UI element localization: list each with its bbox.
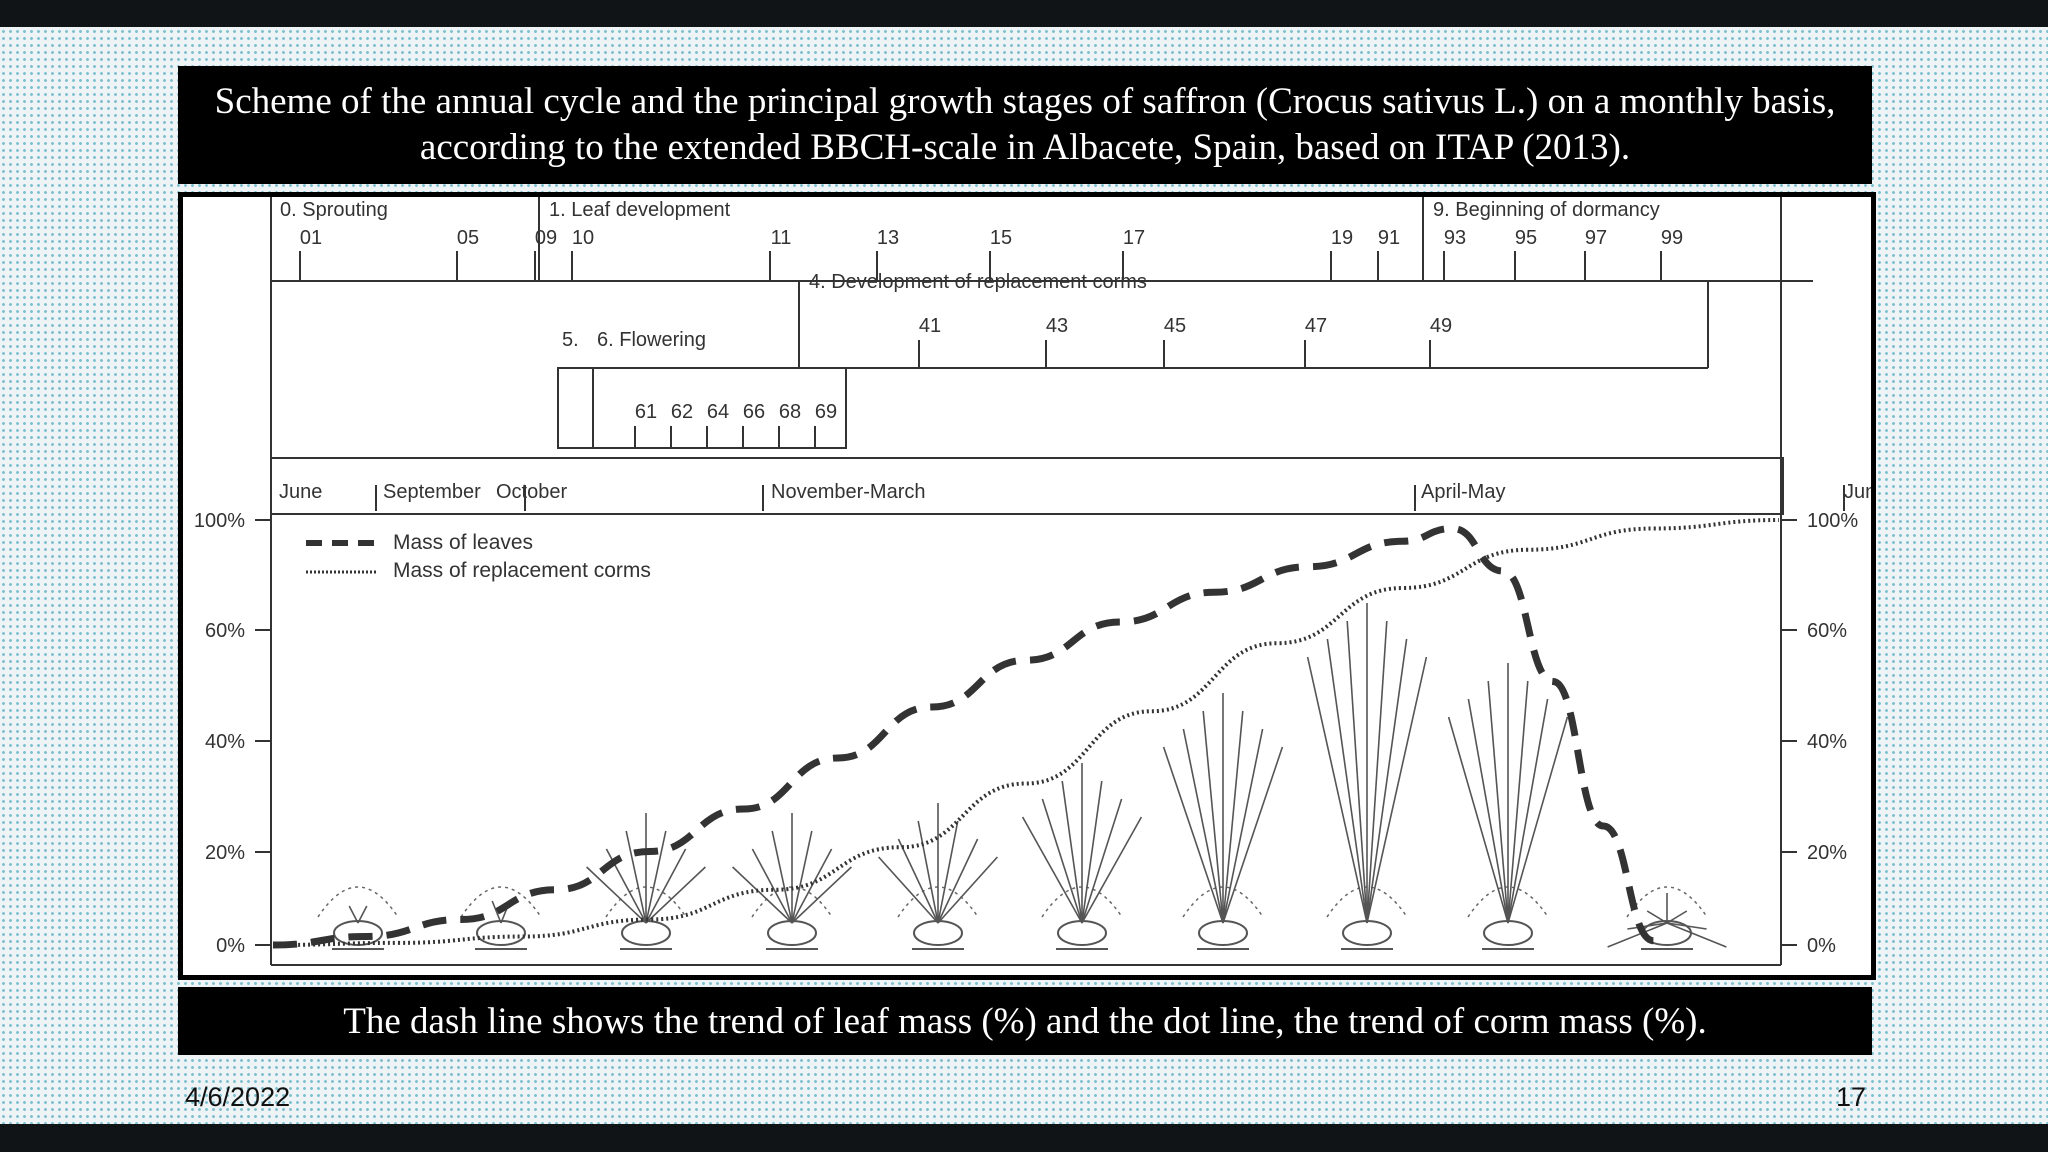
y-tick-left-2: 40%	[205, 731, 245, 753]
y-tick-left-0: 100%	[194, 510, 245, 532]
stage-code-13: 13	[877, 227, 899, 249]
chart-svg: 0. Sprouting 1. Leaf development 9. Beginn…	[183, 197, 1871, 975]
month-label-4: April-May	[1421, 481, 1505, 503]
growth-stage-chart: 0. Sprouting 1. Leaf development 9. Beginn…	[178, 192, 1876, 980]
plant-sketch	[586, 813, 706, 950]
plant-sketch	[1021, 763, 1143, 950]
stage-code-43: 43	[1046, 315, 1068, 337]
slide-caption: The dash line shows the trend of leaf ma…	[178, 987, 1872, 1055]
y-tick-right-0: 100%	[1807, 510, 1858, 532]
stage-label-3: 4. Development of replacement corms	[809, 271, 1147, 293]
month-label-0: June	[279, 481, 322, 503]
plant-sketch	[1162, 693, 1284, 950]
legend-leaves-label: Mass of leaves	[393, 531, 533, 554]
plant-illustrations	[317, 603, 1727, 950]
top-frame-bar	[0, 0, 2048, 27]
plant-sketch	[460, 886, 542, 950]
legend-corms-label: Mass of replacement corms	[393, 559, 651, 582]
stage-code-45: 45	[1164, 315, 1186, 337]
stage-label-1: 1. Leaf development	[549, 199, 731, 221]
month-label-2: October	[496, 481, 567, 503]
stage-code-68: 68	[779, 401, 801, 423]
stage-code-93: 93	[1444, 227, 1466, 249]
stage-code-61: 61	[635, 401, 657, 423]
stage-code-97: 97	[1585, 227, 1607, 249]
stage-code-66: 66	[743, 401, 765, 423]
stage-code-10: 10	[572, 227, 594, 249]
y-tick-right-1: 60%	[1807, 620, 1847, 642]
stage-code-01: 01	[300, 227, 322, 249]
stage-label-2: 9. Beginning of dormancy	[1433, 199, 1660, 221]
y-tick-right-2: 40%	[1807, 731, 1847, 753]
chart-frame	[270, 197, 1813, 966]
stage-code-95: 95	[1515, 227, 1537, 249]
series-line-0	[272, 524, 1655, 949]
month-label-1: September	[383, 481, 481, 503]
slide-date: 4/6/2022	[185, 1082, 291, 1112]
stage-code-91: 91	[1378, 227, 1400, 249]
plant-sketch	[878, 803, 998, 950]
plant-sketch	[1447, 663, 1569, 950]
plant-sketch	[732, 813, 852, 950]
chart-legend: Mass of leaves Mass of replacement corms	[306, 531, 651, 582]
stage-code-99: 99	[1661, 227, 1683, 249]
y-tick-left-4: 0%	[216, 935, 245, 957]
stage-label-4: 5.	[562, 329, 579, 351]
stage-code-62: 62	[671, 401, 693, 423]
stage-label-0: 0. Sprouting	[280, 199, 388, 221]
plant-sketch	[1306, 603, 1428, 950]
stage-code-49: 49	[1430, 315, 1452, 337]
slide-title: Scheme of the annual cycle and the princ…	[178, 66, 1872, 184]
bottom-frame-bar	[0, 1124, 2048, 1152]
stage-code-11: 11	[771, 227, 792, 249]
stage-code-69: 69	[815, 401, 837, 423]
stage-code-19: 19	[1331, 227, 1353, 249]
stage-code-41: 41	[919, 315, 941, 337]
plant-sketch	[1607, 886, 1727, 950]
stage-code-15: 15	[990, 227, 1012, 249]
stage-code-17: 17	[1123, 227, 1145, 249]
series-line-1	[272, 518, 1780, 947]
month-label-5: June	[1844, 481, 1871, 503]
stage-code-47: 47	[1305, 315, 1327, 337]
y-tick-right-4: 0%	[1807, 935, 1836, 957]
stage-code-09: 09	[535, 227, 557, 249]
y-tick-left-3: 20%	[205, 842, 245, 864]
stage-code-64: 64	[707, 401, 729, 423]
month-label-3: November-March	[771, 481, 925, 503]
stage-label-5: 6. Flowering	[597, 329, 706, 351]
y-tick-left-1: 60%	[205, 620, 245, 642]
slide-number: 17	[1836, 1082, 1867, 1112]
y-tick-right-3: 20%	[1807, 842, 1847, 864]
stage-code-05: 05	[457, 227, 479, 249]
